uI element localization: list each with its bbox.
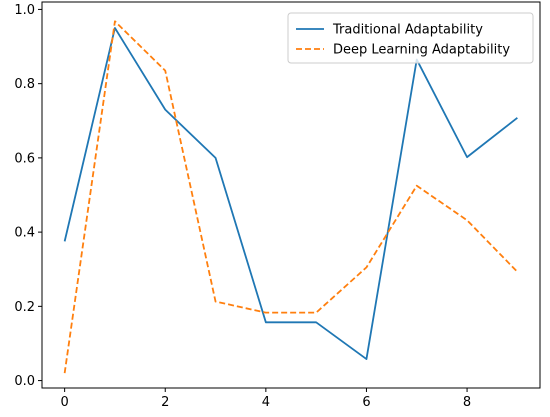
- x-axis: 0 2 4 6 8: [60, 388, 471, 410]
- y-tick-label: 0.0: [14, 374, 35, 389]
- x-tick-label: 4: [262, 395, 270, 410]
- y-tick-label: 0.6: [14, 151, 35, 166]
- x-tick-label: 8: [463, 395, 471, 410]
- x-tick-label: 2: [161, 395, 169, 410]
- legend-label-2: Deep Learning Adaptability: [333, 43, 510, 58]
- y-tick-label: 0.8: [14, 77, 35, 92]
- y-tick-label: 0.2: [14, 300, 35, 315]
- series-line-2: [63, 20, 519, 374]
- x-tick-label: 0: [60, 395, 68, 410]
- legend-label-1: Traditional Adaptability: [332, 23, 483, 38]
- y-axis: 0.0 0.2 0.4 0.6 0.8 1.0: [14, 3, 42, 389]
- legend: Traditional Adaptability Deep Learning Ad…: [287, 12, 534, 64]
- y-tick-label: 1.0: [14, 3, 35, 18]
- series-line-1: [63, 27, 518, 360]
- x-tick-label: 6: [362, 395, 370, 410]
- series-layer: [63, 20, 519, 374]
- legend-box: [287, 12, 534, 64]
- plot-frame: [41, 1, 541, 389]
- y-tick-label: 0.4: [14, 226, 35, 241]
